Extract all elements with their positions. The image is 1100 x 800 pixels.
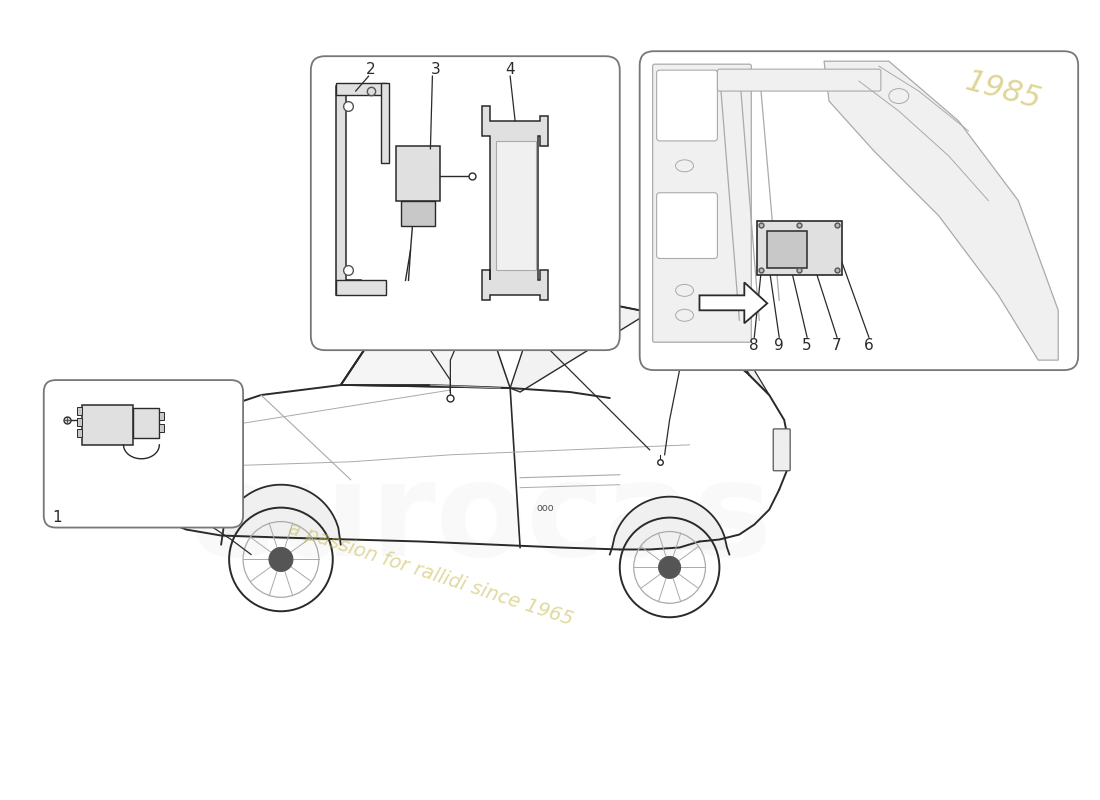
FancyBboxPatch shape [657,70,717,141]
Text: 6: 6 [864,338,873,353]
Polygon shape [510,298,650,392]
FancyBboxPatch shape [160,412,164,420]
Polygon shape [341,300,510,388]
Polygon shape [163,415,211,440]
FancyBboxPatch shape [336,83,386,95]
Circle shape [664,562,674,572]
Text: 1985: 1985 [962,67,1045,115]
FancyBboxPatch shape [396,146,440,201]
Circle shape [659,557,681,578]
FancyBboxPatch shape [190,414,222,431]
FancyBboxPatch shape [773,429,790,470]
Text: eurocas: eurocas [188,456,773,583]
Text: 5: 5 [802,338,812,353]
FancyBboxPatch shape [77,418,81,426]
Circle shape [276,554,286,565]
Circle shape [270,547,293,571]
Text: M: M [194,459,198,464]
Polygon shape [700,282,767,323]
FancyBboxPatch shape [77,429,81,437]
Polygon shape [482,106,548,300]
FancyBboxPatch shape [133,408,160,438]
FancyBboxPatch shape [717,69,881,91]
FancyBboxPatch shape [640,51,1078,370]
FancyBboxPatch shape [336,281,386,295]
Polygon shape [650,312,769,395]
FancyBboxPatch shape [496,141,536,270]
Polygon shape [336,86,361,295]
Text: 9: 9 [774,338,784,353]
FancyBboxPatch shape [77,407,81,415]
Text: 1: 1 [52,510,62,525]
Text: 8: 8 [749,338,759,353]
Text: ooo: ooo [536,502,553,513]
FancyBboxPatch shape [44,380,243,527]
Text: 4: 4 [505,62,515,77]
Polygon shape [609,497,729,554]
FancyBboxPatch shape [161,439,202,469]
FancyBboxPatch shape [767,230,807,269]
Text: 2: 2 [366,62,375,77]
FancyBboxPatch shape [400,201,436,226]
Polygon shape [824,61,1058,360]
Polygon shape [221,485,341,545]
FancyBboxPatch shape [81,405,133,445]
FancyBboxPatch shape [311,56,619,350]
Text: 7: 7 [833,338,842,353]
FancyBboxPatch shape [757,221,842,275]
FancyBboxPatch shape [168,474,188,485]
FancyBboxPatch shape [160,424,164,432]
FancyBboxPatch shape [657,193,717,258]
Text: a passion for rallidi since 1965: a passion for rallidi since 1965 [286,519,575,630]
FancyBboxPatch shape [652,64,751,342]
Text: 3: 3 [430,62,440,77]
FancyBboxPatch shape [381,83,388,163]
